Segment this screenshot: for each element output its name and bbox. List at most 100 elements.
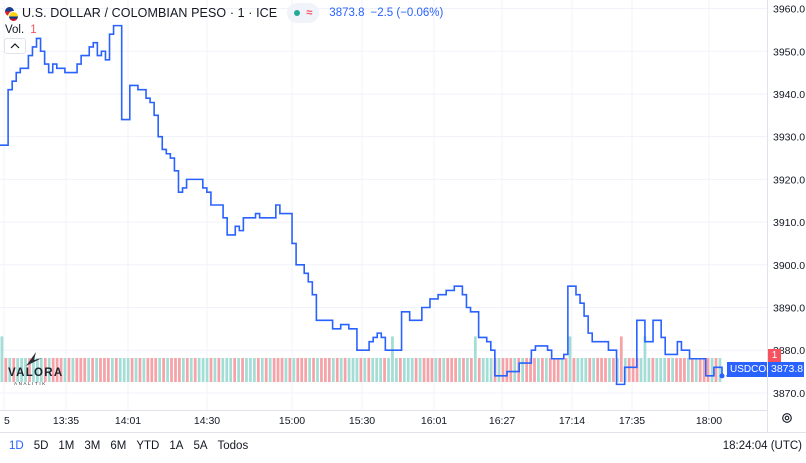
range-button-ytd[interactable]: YTD	[136, 440, 160, 452]
volume-bar	[24, 358, 27, 382]
collapse-legend-button[interactable]	[4, 38, 26, 54]
volume-bar	[276, 358, 280, 382]
volume-bar	[706, 358, 710, 382]
x-tick-label: 17:14	[559, 415, 585, 427]
logo-name: VALORA	[8, 367, 64, 379]
volume-bar	[308, 358, 311, 382]
volume-bar	[47, 358, 51, 382]
volume-bar	[458, 358, 461, 382]
volume-bar	[714, 358, 718, 382]
range-button-1a[interactable]: 1A	[169, 440, 184, 452]
price-axis: 3960.0 3950.0 3940.0 3930.0 3920.0 3910.0 3900…	[773, 4, 805, 400]
volume-bar	[225, 358, 229, 382]
volume-bar	[221, 358, 225, 382]
volume-bar	[505, 358, 509, 382]
volume-bar	[544, 358, 548, 382]
volume-bar	[288, 358, 292, 382]
volume-bar	[418, 358, 422, 382]
range-button-1d[interactable]: 1D	[9, 440, 24, 452]
volume-bar	[107, 358, 110, 382]
price-line[interactable]	[0, 24, 723, 386]
last-price-dot	[719, 373, 725, 379]
range-button-3m[interactable]: 3M	[84, 440, 101, 452]
volume-bar	[647, 358, 651, 382]
volume-bar	[679, 358, 682, 382]
volume-bar	[339, 358, 343, 382]
price-chart[interactable]: 3960.0 3950.0 3940.0 3930.0 3920.0 3910.0 3900…	[0, 0, 806, 432]
volume-bar	[367, 358, 371, 382]
symbol-header: U.S. DOLLAR / COLOMBIAN PESO · 1 · ICE ≈…	[0, 0, 443, 26]
volume-bar	[552, 358, 556, 382]
volume-bar	[71, 358, 75, 382]
volume-bar	[142, 358, 146, 382]
range-button-1m[interactable]: 1M	[58, 440, 75, 452]
range-button-todos[interactable]: Todos	[217, 440, 249, 452]
x-tick-label: 14:01	[115, 415, 141, 427]
y-tick-label: 3940.0	[773, 89, 805, 101]
volume-bar	[130, 358, 134, 382]
volume-bar	[83, 358, 87, 382]
volume-bar	[237, 358, 240, 382]
volume-bar	[253, 358, 256, 382]
volume-bar	[28, 358, 31, 382]
volume-bar	[694, 358, 698, 382]
volume-bar	[272, 358, 276, 382]
price-line-group	[0, 24, 727, 386]
volume-bar	[197, 358, 201, 382]
range-button-5d[interactable]: 5D	[33, 440, 49, 452]
volume-bar	[12, 358, 16, 382]
volume-bar	[615, 358, 619, 382]
logo-mark-icon	[26, 352, 42, 366]
x-tick-label: 13:35	[53, 415, 79, 427]
volume-bar	[351, 358, 355, 382]
volume-bar	[541, 358, 544, 382]
volume-bar	[631, 358, 635, 382]
volume-bar	[331, 358, 335, 382]
volume-bar	[580, 358, 584, 382]
chart-area[interactable]: 3960.0 3950.0 3940.0 3930.0 3920.0 3910.0 3900…	[0, 0, 806, 432]
gear-icon[interactable]	[780, 411, 794, 425]
volume-legend[interactable]: Vol. 1	[5, 24, 37, 36]
volume-bar	[414, 358, 418, 382]
market-status-pill[interactable]: ≈	[287, 3, 320, 23]
symbol-tag-text: USDCOP	[730, 364, 773, 375]
volume-bar	[655, 358, 659, 382]
volume-bar	[8, 358, 12, 382]
range-button-5a[interactable]: 5A	[193, 440, 208, 452]
volume-bar	[592, 358, 596, 382]
volume-bar	[67, 358, 71, 382]
logo-subtitle: ANALITIK	[14, 381, 47, 386]
volume-bar	[95, 358, 98, 382]
volume-bar	[470, 358, 473, 382]
volume-bar	[312, 358, 315, 382]
volume-bar	[710, 358, 714, 382]
clock[interactable]: 18:24:04 (UTC)	[722, 440, 802, 452]
volume-bar	[320, 358, 323, 382]
volume-bar	[170, 358, 173, 382]
y-tick-label: 3880.0	[773, 345, 805, 357]
volume-bar	[249, 358, 252, 382]
volume-bar	[59, 358, 63, 382]
volume-bar	[134, 358, 138, 382]
volume-bar	[596, 358, 599, 382]
volume-bar	[521, 358, 525, 382]
volume-bar	[122, 358, 126, 382]
volume-bar	[181, 358, 185, 382]
volume-bar	[213, 358, 217, 382]
volume-bar	[576, 358, 580, 382]
volume-bar	[280, 358, 284, 382]
volume-bar	[683, 358, 686, 382]
range-toolbar: 1D 5D 1M 3M 6M YTD 1A 5A Todos 18:24:04 (UTC)	[0, 432, 806, 463]
volume-bar	[229, 358, 233, 382]
volume-bar	[604, 358, 607, 382]
volume-bar	[205, 358, 209, 382]
volume-bar	[245, 358, 248, 382]
volume-bar	[410, 358, 414, 382]
symbol-title[interactable]: U.S. DOLLAR / COLOMBIAN PESO · 1 · ICE	[22, 6, 278, 20]
volume-bar	[347, 358, 351, 382]
range-button-6m[interactable]: 6M	[110, 440, 127, 452]
volume-bar	[316, 358, 319, 382]
volume-bar	[110, 358, 114, 382]
volume-bar	[87, 358, 91, 382]
volume-bar	[635, 358, 639, 382]
